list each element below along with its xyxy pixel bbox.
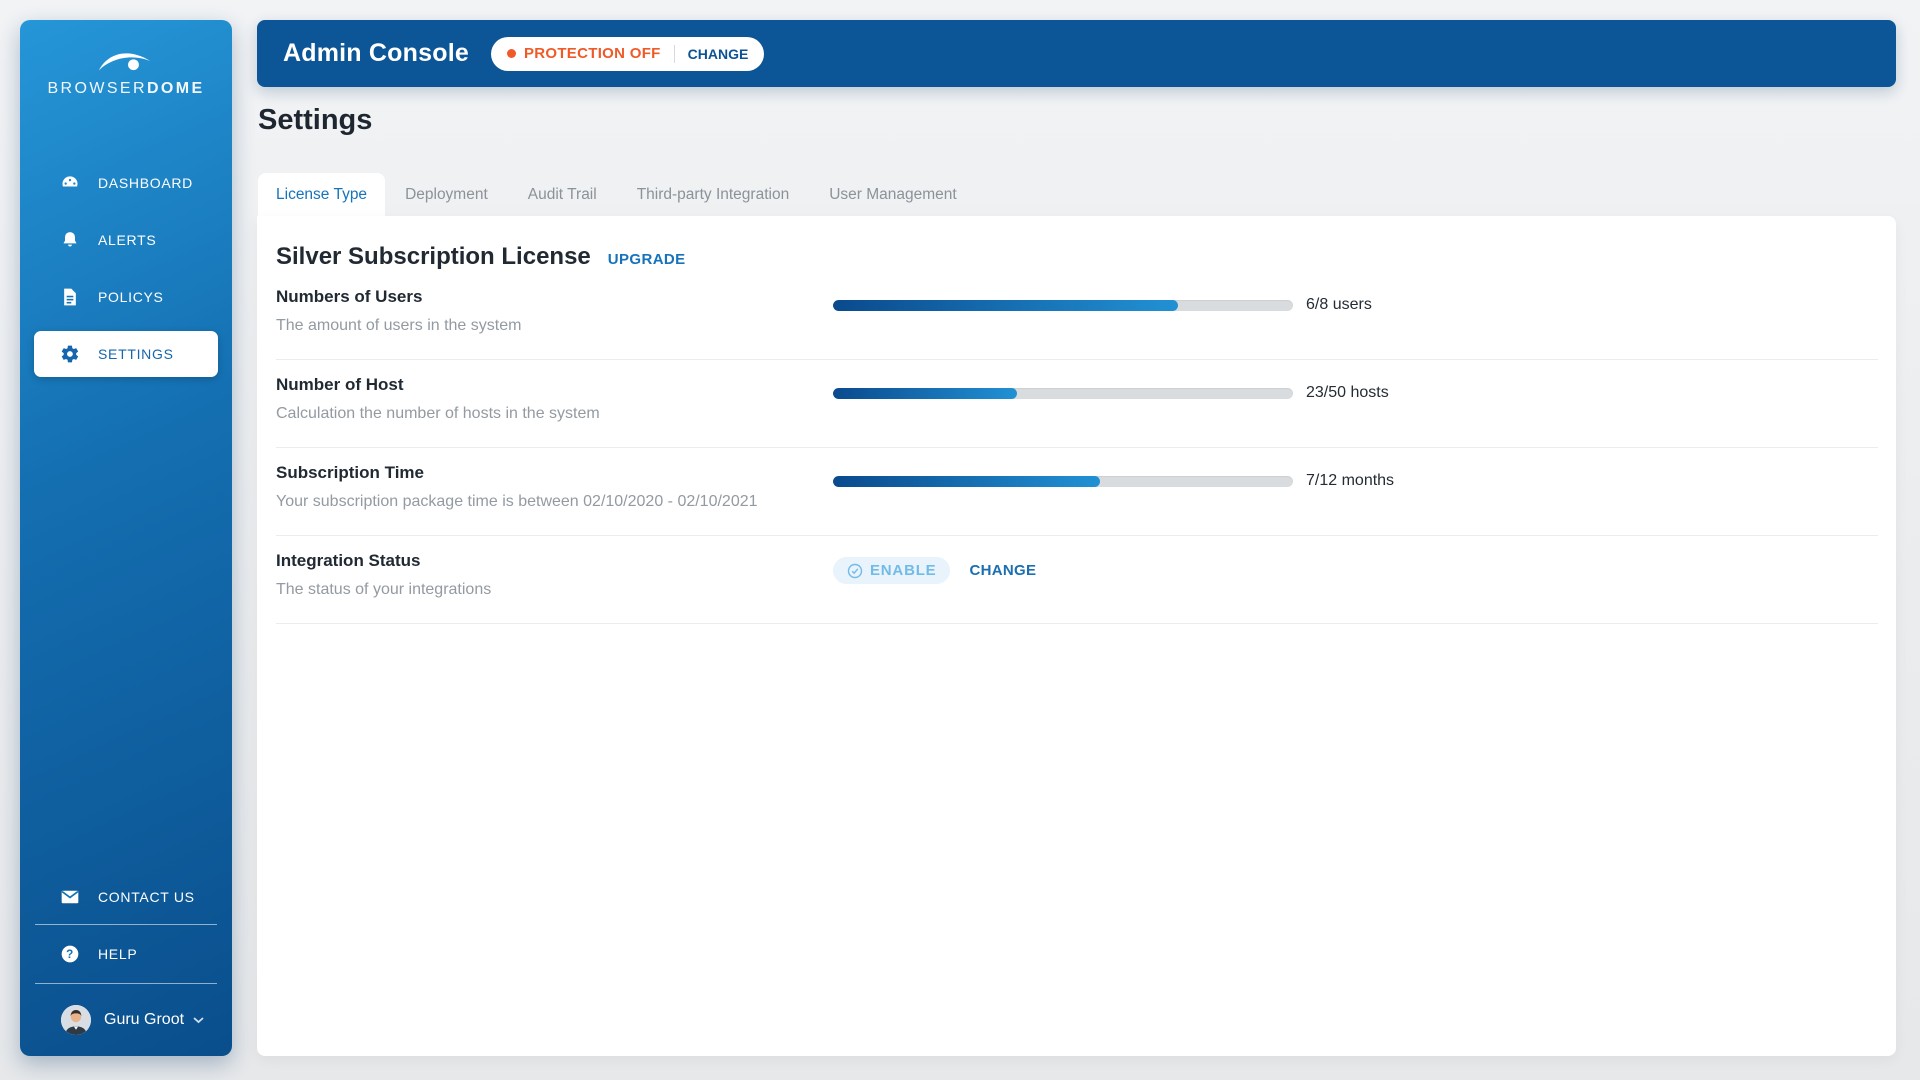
app-title: Admin Console [283, 39, 469, 67]
protection-status-pill: PROTECTION OFF CHANGE [490, 36, 765, 71]
sidebar-item-alerts[interactable]: ALERTS [34, 217, 218, 263]
sidebar-item-label: ALERTS [98, 232, 157, 248]
bell-icon [60, 230, 80, 250]
progress-fill [833, 387, 1017, 399]
page-title: Settings [258, 104, 373, 136]
row-progress: 23/50 hosts [833, 384, 1389, 402]
row-numbers-of-users: Numbers of Users The amount of users in … [276, 272, 1878, 360]
sidebar-item-label: POLICYS [98, 289, 164, 305]
users-progress-bar [833, 299, 1293, 311]
top-bar: Admin Console PROTECTION OFF CHANGE [257, 20, 1896, 87]
dashboard-icon [60, 173, 80, 193]
subscription-progress-bar [833, 475, 1293, 487]
user-name: Guru Groot [104, 1011, 185, 1028]
sidebar-item-settings[interactable]: SETTINGS [34, 331, 218, 377]
row-title: Numbers of Users [276, 287, 423, 306]
hosts-progress-value: 23/50 hosts [1306, 384, 1389, 401]
help-icon: ? [60, 944, 80, 964]
sidebar-footer: CONTACT US ? HELP Guru Groot [20, 870, 232, 1056]
sidebar-item-label: CONTACT US [98, 889, 195, 905]
row-number-of-host: Number of Host Calculation the number of… [276, 360, 1878, 448]
sidebar-item-label: DASHBOARD [98, 175, 193, 191]
status-dot-icon [506, 49, 516, 58]
progress-fill [833, 299, 1178, 311]
envelope-icon [60, 887, 80, 907]
row-integration-status: Integration Status The status of your in… [276, 536, 1878, 624]
integration-status-text: ENABLE [870, 562, 937, 579]
row-description: The amount of users in the system [276, 317, 522, 334]
chevron-down-icon [193, 1016, 204, 1024]
sidebar-item-help[interactable]: ? HELP [20, 925, 232, 983]
row-description: Your subscription package time is betwee… [276, 493, 758, 510]
row-title: Number of Host [276, 375, 404, 394]
avatar [61, 1005, 91, 1035]
protection-change-button[interactable]: CHANGE [687, 45, 749, 62]
sidebar-item-policys[interactable]: POLICYS [34, 274, 218, 320]
user-menu[interactable]: Guru Groot [20, 984, 232, 1056]
svg-text:?: ? [66, 948, 74, 961]
hosts-progress-bar [833, 387, 1293, 399]
row-title: Subscription Time [276, 463, 424, 482]
pill-divider [673, 44, 675, 63]
integration-change-link[interactable]: CHANGE [969, 562, 1037, 579]
gear-icon [60, 344, 80, 364]
sidebar-item-dashboard[interactable]: DASHBOARD [34, 160, 218, 206]
license-header: Silver Subscription License UPGRADE [257, 216, 1896, 272]
tab-audit-trail[interactable]: Audit Trail [527, 185, 597, 203]
protection-status-text: PROTECTION OFF [523, 45, 661, 62]
license-panel: Silver Subscription License UPGRADE Numb… [257, 216, 1896, 1056]
progress-fill [833, 475, 1100, 487]
row-status: ENABLE CHANGE [833, 557, 1036, 584]
license-rows: Numbers of Users The amount of users in … [257, 272, 1896, 624]
sidebar-divider [35, 924, 217, 925]
check-circle-icon [847, 563, 863, 578]
browserdome-logo-icon [47, 47, 204, 75]
sidebar-item-label: SETTINGS [98, 346, 174, 362]
tab-third-party-integration[interactable]: Third-party Integration [636, 185, 790, 203]
sidebar-divider [35, 983, 217, 984]
subscription-progress-value: 7/12 months [1306, 472, 1395, 489]
integration-enable-badge: ENABLE [833, 557, 951, 584]
users-progress-value: 6/8 users [1306, 296, 1372, 313]
tab-user-management[interactable]: User Management [829, 185, 957, 203]
row-progress: 6/8 users [833, 296, 1372, 314]
upgrade-link[interactable]: UPGRADE [607, 251, 686, 268]
row-subscription-time: Subscription Time Your subscription pack… [276, 448, 1878, 536]
row-title: Integration Status [276, 551, 421, 570]
row-progress: 7/12 months [833, 472, 1394, 490]
sidebar-item-label: HELP [98, 946, 138, 962]
settings-tabs: License Type Deployment Audit Trail Thir… [258, 173, 977, 216]
tab-deployment[interactable]: Deployment [405, 185, 488, 203]
brand-name: BROWSERDOME [47, 80, 205, 97]
sidebar-nav: DASHBOARD ALERTS POLICYS SETTINGS [20, 160, 232, 388]
row-description: The status of your integrations [276, 581, 492, 598]
sidebar-item-contact-us[interactable]: CONTACT US [20, 870, 232, 924]
license-title: Silver Subscription License [276, 243, 591, 270]
row-description: Calculation the number of hosts in the s… [276, 405, 600, 422]
document-icon [60, 287, 80, 307]
tab-license-type[interactable]: License Type [258, 173, 386, 216]
brand-logo: BROWSERDOME [47, 47, 204, 98]
sidebar: BROWSERDOME DASHBOARD ALERTS POLICYS SET… [20, 20, 232, 1056]
